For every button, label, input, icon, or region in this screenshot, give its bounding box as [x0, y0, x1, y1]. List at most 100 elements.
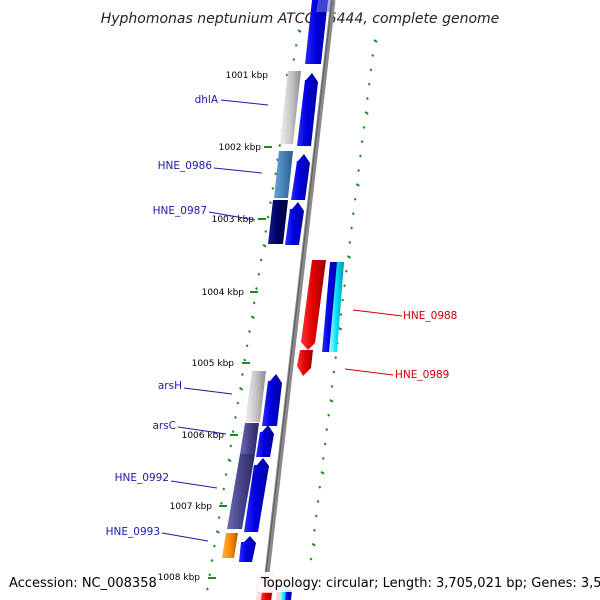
guide-dash	[229, 444, 233, 448]
tick-label-1008: 1008 kbp	[158, 573, 201, 583]
guide-dash	[350, 226, 353, 230]
footer-accession: Accession: NC_008358	[9, 576, 157, 591]
guide-dash	[343, 284, 346, 288]
guide-dash	[215, 530, 220, 534]
label-group-arsC[interactable]: arsC	[152, 420, 227, 435]
label-group-HNE_0992[interactable]: HNE_0992	[115, 472, 218, 489]
gene-HNE_0992[interactable]	[227, 454, 269, 532]
guide-dash	[234, 415, 237, 419]
gene-arsC[interactable]	[240, 423, 274, 457]
guide-dash	[327, 413, 330, 417]
guide-dash	[314, 514, 318, 518]
tick-1007: 1007 kbp	[170, 502, 227, 512]
right-dotted-guide	[309, 39, 378, 561]
guide-dash	[318, 485, 322, 489]
guide-dash	[271, 186, 275, 190]
guide-dash	[276, 158, 279, 162]
guide-dash	[255, 287, 258, 291]
guide-dash	[353, 197, 357, 201]
guide-dash	[292, 58, 296, 62]
gene-label-HNE_0986: HNE_0986	[158, 160, 213, 172]
guide-dash	[367, 82, 371, 86]
label-group-dhlA[interactable]: dhlA	[195, 94, 269, 106]
guide-dash	[329, 398, 334, 403]
footer-summary-bg	[258, 572, 596, 592]
gene-HNE_0993[interactable]	[222, 533, 256, 562]
guide-dash	[339, 313, 343, 316]
guide-dash	[334, 356, 338, 360]
gene-dhlA[interactable]	[280, 71, 318, 146]
gene-HNE_0988[interactable]	[301, 260, 344, 352]
gene-features	[222, 0, 344, 600]
guide-dash	[252, 301, 256, 305]
gene-top-partial[interactable]	[305, 0, 332, 64]
footer-summary: Topology: circular; Length: 3,705,021 bp…	[260, 576, 600, 591]
guide-dash	[294, 43, 298, 47]
guide-dash	[311, 542, 316, 547]
footer-accession-bg	[6, 572, 156, 592]
guide-dash	[208, 573, 212, 577]
guide-dash	[373, 39, 378, 43]
tick-1006: 1006 kbp	[182, 431, 238, 441]
guide-dash	[217, 516, 221, 520]
tick-label-1007: 1007 kbp	[170, 502, 213, 512]
guide-dash	[338, 326, 343, 331]
gene-HNE_0989[interactable]	[297, 350, 313, 376]
guide-dash	[222, 487, 226, 491]
guide-dash	[364, 111, 369, 115]
guide-dash	[371, 53, 375, 57]
guide-dash	[325, 428, 329, 432]
guide-dash	[309, 557, 313, 561]
guide-dash	[359, 154, 362, 158]
label-group-HNE_0986[interactable]: HNE_0986	[158, 160, 263, 174]
label-group-HNE_0987[interactable]: HNE_0987	[153, 205, 256, 221]
map-title: Hyphomonas neptunium ATCC 15444, complet…	[101, 11, 500, 27]
tick-1002: 1002 kbp	[219, 143, 272, 153]
tick-label-1005: 1005 kbp	[192, 359, 235, 369]
tick-label-1006: 1006 kbp	[182, 431, 225, 441]
guide-dash	[355, 183, 360, 187]
guide-dash	[316, 500, 320, 503]
gene-label-HNE_0989: HNE_0989	[395, 369, 449, 381]
guide-dash	[210, 559, 214, 562]
label-group-HNE_0989[interactable]: HNE_0989	[344, 368, 449, 381]
backbone-axis	[261, 0, 336, 600]
guide-dash	[269, 201, 272, 205]
label-group-HNE_0993[interactable]: HNE_0993	[106, 526, 209, 542]
gene-label-HNE_0993: HNE_0993	[106, 526, 160, 538]
guide-dash	[259, 258, 263, 262]
guide-dash	[321, 456, 325, 460]
guide-dash	[243, 358, 247, 362]
tick-label-1001: 1001 kbp	[226, 71, 269, 81]
guide-dash	[213, 544, 216, 548]
tick-1003: 1003 kbp	[212, 215, 266, 225]
gene-arsH[interactable]	[245, 371, 282, 426]
gene-HNE_0986[interactable]	[274, 151, 310, 200]
tick-1004: 1004 kbp	[202, 288, 258, 298]
guide-dash	[320, 470, 325, 475]
guide-dash	[248, 330, 251, 333]
guide-dash	[362, 125, 366, 129]
label-group-HNE_0988[interactable]: HNE_0988	[352, 309, 457, 322]
guide-dash	[357, 169, 360, 172]
guide-dash	[278, 144, 282, 147]
tick-label-1003: 1003 kbp	[212, 215, 255, 225]
tick-1005: 1005 kbp	[192, 359, 250, 369]
guide-dash	[369, 68, 373, 72]
gene-HNE_0987[interactable]	[268, 200, 304, 245]
guide-dash	[220, 501, 223, 505]
guide-dash	[224, 473, 228, 477]
tick-marks: 1001 kbp 1002 kbp 1003 kbp 1004 kbp 1005…	[158, 71, 294, 583]
label-group-arsH[interactable]: arsH	[158, 380, 233, 395]
gene-label-HNE_0987: HNE_0987	[153, 205, 207, 217]
guide-dash	[323, 442, 327, 446]
guide-dash	[231, 430, 235, 434]
guide-dash	[366, 97, 369, 101]
guide-dash	[297, 29, 302, 33]
guide-dash	[360, 140, 364, 144]
gene-label-arsC: arsC	[152, 420, 176, 432]
guide-dash	[332, 370, 336, 374]
guide-dash	[313, 528, 316, 532]
guide-dash	[351, 212, 355, 216]
